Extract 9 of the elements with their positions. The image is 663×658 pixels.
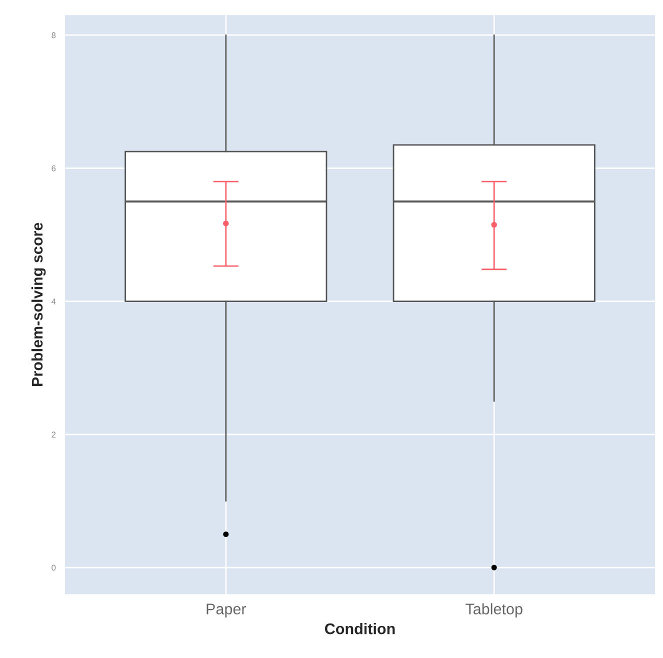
x-tick-label: Tabletop (466, 603, 522, 618)
y-tick-label: 2 (52, 432, 56, 438)
y-tick-label: 8 (52, 32, 56, 38)
y-axis-title: Problem-solving score (31, 222, 46, 386)
x-tick-label: Paper (206, 604, 246, 618)
y-tick-label: 6 (52, 165, 56, 172)
y-tick-label: 4 (52, 298, 56, 304)
x-axis-title: Condition (325, 623, 395, 634)
y-tick-label: 0 (52, 564, 56, 571)
